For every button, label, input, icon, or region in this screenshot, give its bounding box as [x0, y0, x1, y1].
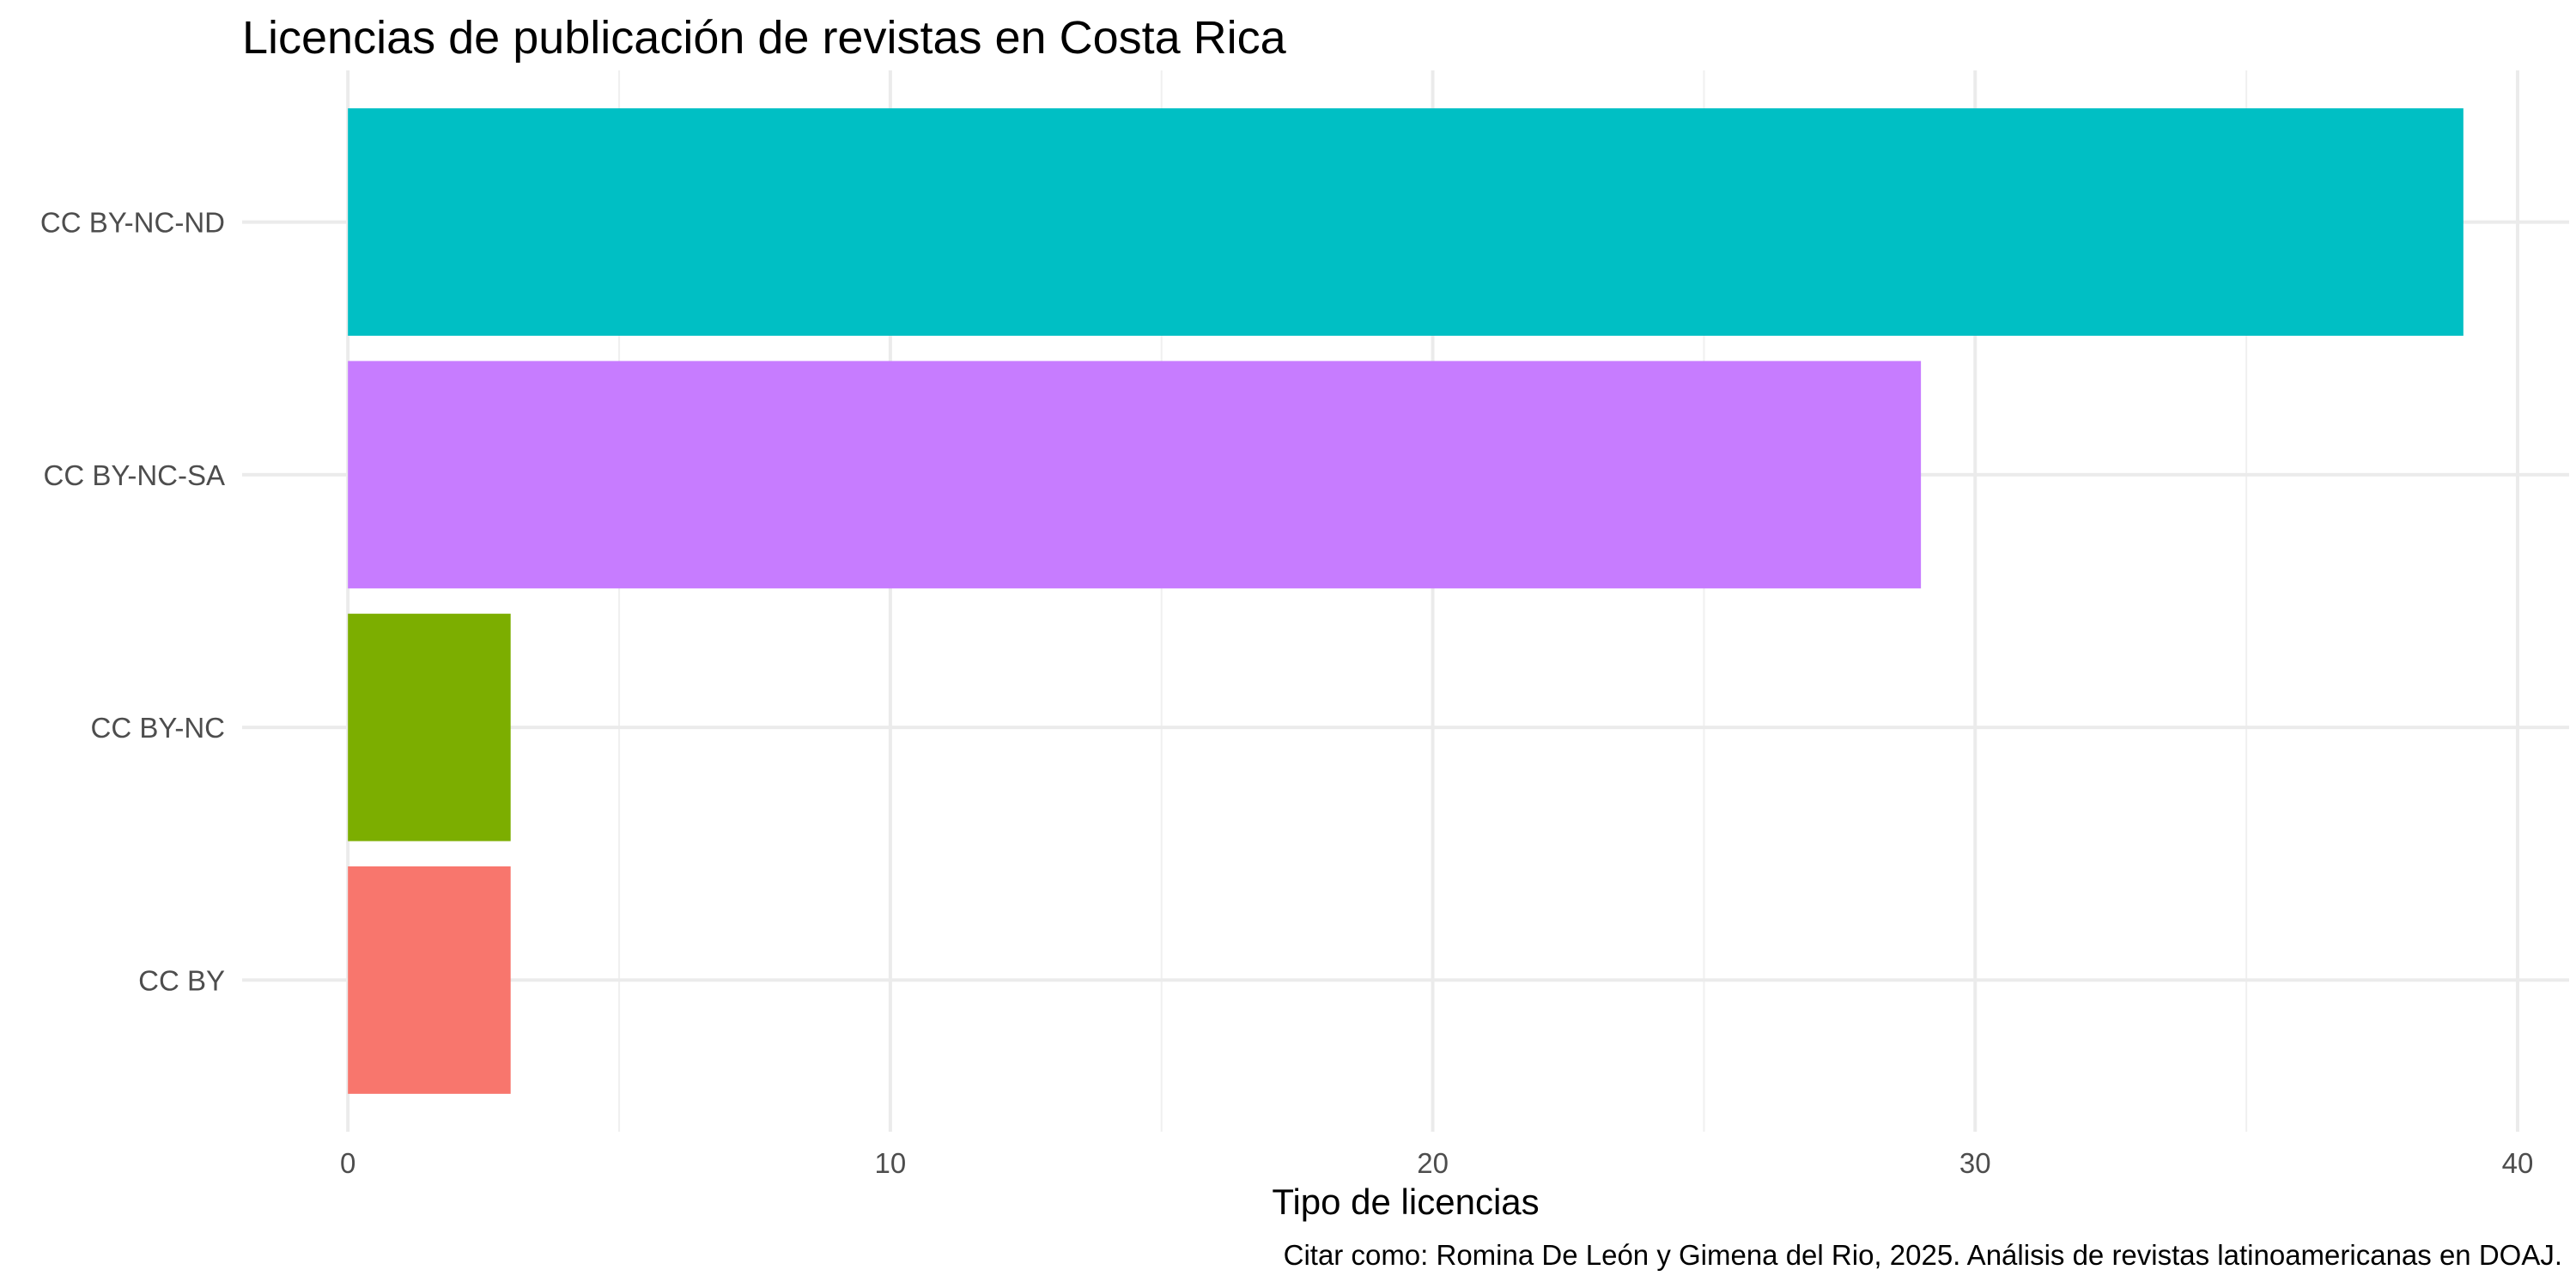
y-tick-labels: CC BY CC BY-NC CC BY-NC-SA CC BY-NC-ND	[40, 207, 225, 997]
y-tick-label: CC BY-NC-SA	[44, 459, 226, 491]
x-tick-label: 20	[1417, 1147, 1449, 1179]
x-tick-label: 30	[1959, 1147, 1991, 1179]
chart-caption: Citar como: Romina De León y Gimena del …	[1284, 1239, 2562, 1271]
y-tick-label: CC BY-NC	[91, 712, 225, 744]
x-tick-label: 0	[340, 1147, 355, 1179]
bars	[348, 108, 2464, 1094]
y-tick-label: CC BY	[138, 964, 225, 996]
bar	[348, 613, 511, 841]
bar	[348, 108, 2464, 337]
bar	[348, 866, 511, 1094]
x-axis-title: Tipo de licencias	[1272, 1182, 1539, 1222]
x-tick-labels: 0 10 20 30 40	[340, 1147, 2533, 1179]
x-tick-label: 10	[875, 1147, 907, 1179]
chart-title: Licencias de publicación de revistas en …	[242, 12, 1287, 64]
x-tick-label: 40	[2502, 1147, 2534, 1179]
y-tick-label: CC BY-NC-ND	[40, 207, 225, 239]
bar	[348, 361, 1922, 589]
